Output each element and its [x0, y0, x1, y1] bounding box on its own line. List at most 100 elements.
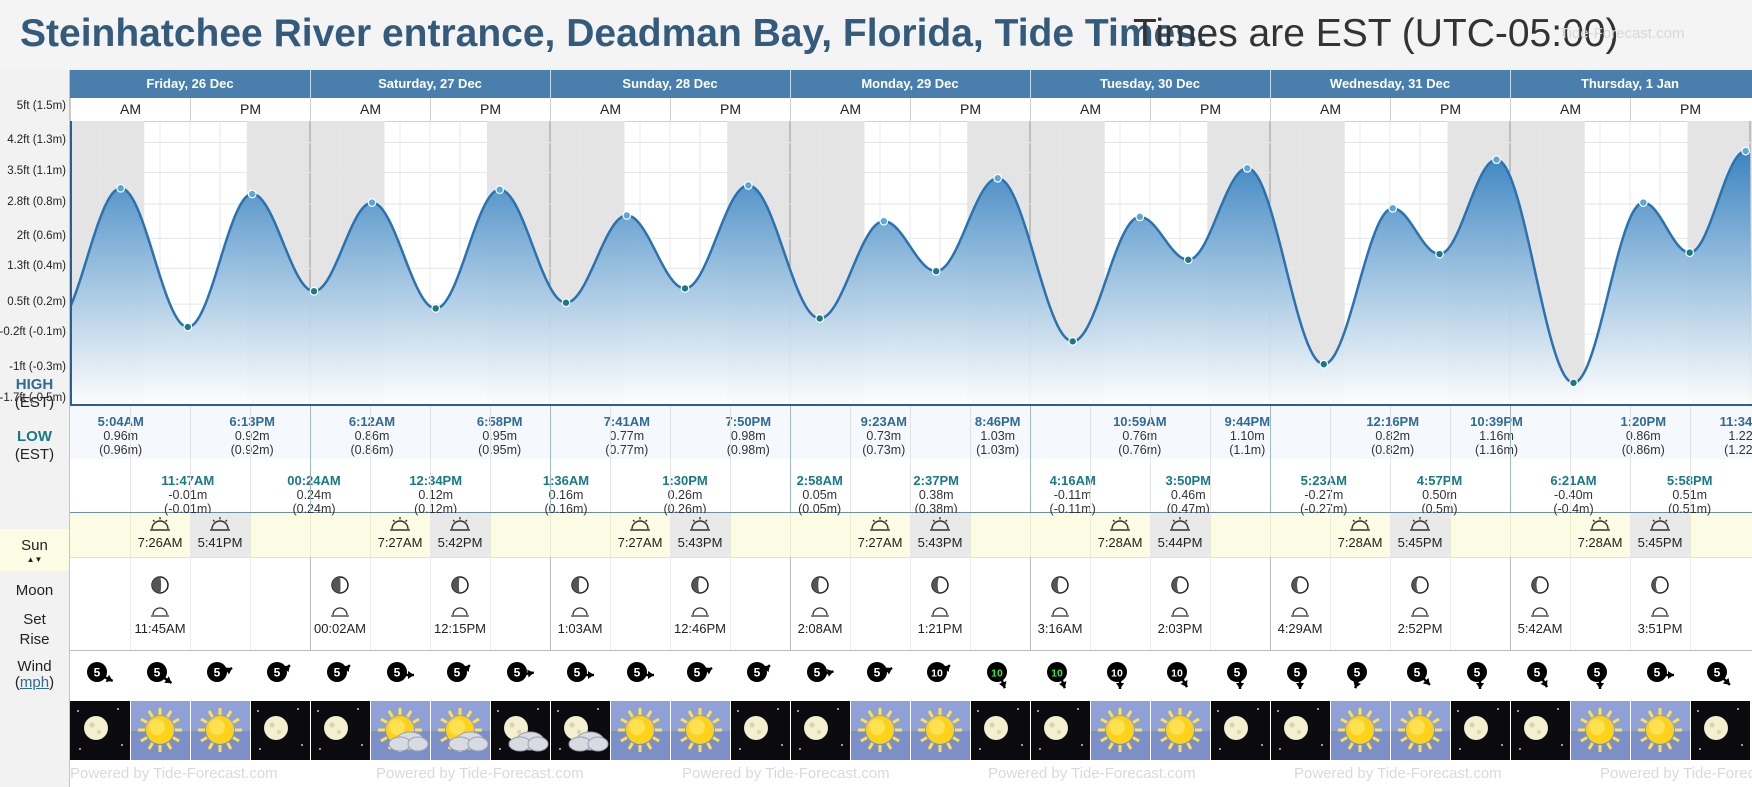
- weather-separator: [1330, 701, 1331, 760]
- column-separator: [850, 557, 851, 650]
- column-separator: [430, 557, 431, 650]
- wind-speed: 10: [1171, 668, 1183, 680]
- moon-phase-icon: [691, 576, 709, 594]
- column-separator: [670, 406, 671, 512]
- sun-icon: [1630, 701, 1690, 760]
- column-separator: [1510, 513, 1511, 557]
- sun-icon: [610, 701, 670, 760]
- wind-speed: 5: [334, 666, 341, 680]
- moon-cloud-icon: [550, 701, 610, 760]
- tide-height-alt: (0.76m): [1118, 443, 1162, 457]
- tide-height-m: 0.95m: [482, 429, 518, 443]
- moon-item: 1:21PM: [905, 575, 975, 636]
- moon-time: 5:42AM: [1517, 621, 1563, 636]
- y-tick-label: 2ft (0.6m): [16, 230, 66, 243]
- pm-label: PM: [190, 98, 310, 121]
- weather-separator: [1450, 701, 1451, 760]
- footer-watermarks: Powered by Tide-Forecast.com Powered by T…: [70, 760, 1752, 787]
- wind-arrow-icon: 5: [1227, 662, 1247, 689]
- wind-indicator: 5: [327, 662, 352, 687]
- sunset-time: 5:42PM: [437, 535, 483, 550]
- moon-phase-icon: [451, 576, 469, 594]
- moon-item: 5:42AM: [1505, 575, 1575, 636]
- column-separator: [1030, 406, 1031, 512]
- column-separator: [1510, 406, 1511, 512]
- day-separator: [1510, 70, 1511, 98]
- tide-height-m: -0.27m: [1304, 488, 1344, 502]
- sunrise-time: 7:28AM: [1337, 535, 1383, 550]
- low-tide-point: [1569, 378, 1578, 388]
- weather-separator: [1570, 701, 1571, 760]
- wind-indicator: 10: [1047, 662, 1072, 689]
- column-separator: [370, 406, 371, 512]
- moon-item: 3:16AM: [1025, 575, 1095, 636]
- tide-chart-svg: [70, 121, 1752, 406]
- sun-icon: [1150, 701, 1210, 760]
- sunrise-time: 7:27AM: [857, 535, 903, 550]
- weather-cell: [670, 701, 730, 760]
- am-label: AM: [70, 98, 190, 121]
- wind-speed: 10: [991, 668, 1003, 680]
- low-tide-point: [1319, 359, 1329, 369]
- wind-unit-link[interactable]: mph: [19, 674, 50, 691]
- tide-height-alt: (-0.27m): [1300, 502, 1348, 516]
- sun-arrows: ▲▼: [26, 555, 43, 564]
- weather-cell: [550, 701, 610, 760]
- wind-speed: 5: [214, 666, 221, 680]
- high-tide-label: 6:58PM 0.95m (0.95m): [468, 415, 532, 458]
- wind-speed: 5: [154, 666, 161, 680]
- tide-height-m: 0.05m: [802, 488, 838, 502]
- sunrise-time: 7:28AM: [1577, 535, 1623, 550]
- low-tide-point: [931, 266, 941, 276]
- column-separator: [190, 406, 191, 512]
- moon-item: 00:02AM: [305, 575, 375, 636]
- column-separator: [190, 557, 191, 650]
- moonrise-icon: [1411, 607, 1429, 617]
- tide-time: 1:30PM: [662, 473, 708, 488]
- wind-speed: 5: [1594, 666, 1601, 680]
- weather-separator: [1630, 701, 1631, 760]
- wind-indicator: 5: [687, 662, 713, 687]
- column-separator: [970, 557, 971, 650]
- tide-height-m: 0.86m: [1625, 429, 1661, 443]
- column-separator: [1270, 513, 1271, 557]
- wind-arrow-icon: 5: [687, 662, 713, 682]
- weather-cell: [1270, 701, 1330, 760]
- sunset-item: 5:41PM: [190, 516, 250, 550]
- column-separator: [970, 406, 971, 512]
- tide-height-alt: (0.86m): [350, 443, 394, 457]
- tide-time: 7:50PM: [725, 414, 772, 429]
- column-separator: [730, 557, 731, 650]
- column-separator: [910, 406, 911, 512]
- tide-height-alt: (0.24m): [292, 502, 336, 516]
- title-watermark: Tide-Forecast.com: [1560, 25, 1685, 42]
- high-row: [70, 406, 1752, 460]
- column-separator: [1390, 406, 1391, 512]
- sun-label-box: Sun ▲▼: [0, 529, 69, 571]
- wind-speed: 5: [514, 666, 521, 680]
- sunset-item: 5:45PM: [1390, 516, 1450, 550]
- day-separator: [550, 70, 551, 98]
- wind-arrow-icon: 5: [87, 662, 114, 683]
- low-label: LOW: [17, 428, 52, 445]
- sun-icon: [910, 701, 970, 760]
- weather-separator: [490, 701, 491, 760]
- wind-arrow-icon: 5: [807, 662, 834, 682]
- high-tide-label: 11:34PM1.22m(1.22m): [1714, 415, 1752, 458]
- sun-cloud-icon: [430, 701, 490, 760]
- moon-time: 1:21PM: [917, 621, 963, 636]
- tide-time: 11:47AM: [161, 473, 215, 488]
- wind-speed: 5: [814, 666, 821, 680]
- day-separator: [1270, 70, 1271, 98]
- low-tide-label: 2:58AM 0.05m (0.05m): [788, 474, 852, 517]
- high-label: HIGH: [15, 376, 54, 393]
- high-tide-point: [1388, 203, 1398, 213]
- weather-cell: [970, 701, 1030, 760]
- moon-night-icon: [250, 701, 310, 760]
- moon-night-icon: [70, 701, 130, 760]
- tide-height-alt: (0.16m): [544, 502, 588, 516]
- moon-time: 12:15PM: [433, 621, 487, 636]
- column-separator: [610, 406, 611, 512]
- am-label: AM: [1030, 98, 1150, 121]
- column-separator: [1330, 513, 1331, 557]
